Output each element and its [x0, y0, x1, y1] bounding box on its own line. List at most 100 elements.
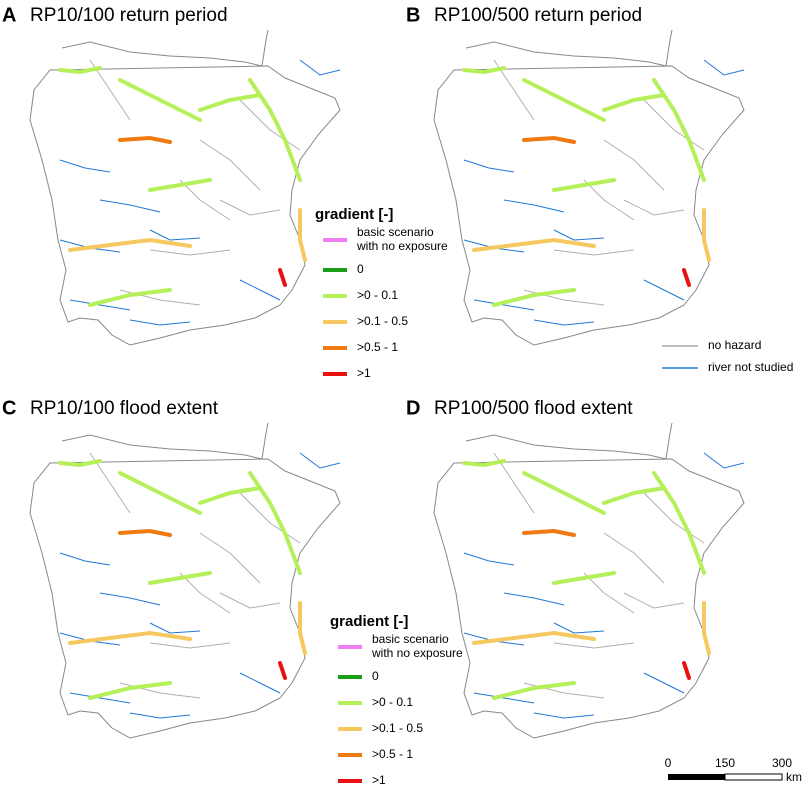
- legend-label: >0.1 - 0.5: [357, 314, 408, 328]
- river-not-studied: [129, 712, 191, 719]
- legend-label: 0: [357, 262, 364, 276]
- legend-label: >1: [357, 366, 371, 380]
- river-gradient: [148, 571, 212, 585]
- river-not-studied: [59, 159, 111, 173]
- river-not-studied: [99, 592, 161, 606]
- map-panel: B RP100/500 return period: [406, 4, 745, 346]
- legend-label: >0.1 - 0.5: [372, 721, 423, 735]
- river-not-studied: [59, 552, 111, 566]
- river-gradient: [602, 486, 666, 505]
- river-not-studied: [99, 199, 161, 213]
- river-gradient: [552, 178, 616, 192]
- river-gradient: [118, 78, 202, 122]
- river-gradient: [278, 661, 287, 680]
- river-not-studied: [129, 319, 191, 326]
- map-panel: D RP100/500 flood extent: [406, 397, 745, 739]
- river-not-studied: [463, 159, 515, 173]
- scale-label: 300: [772, 756, 792, 770]
- legend-label: >0.5 - 1: [357, 340, 398, 354]
- river-no-hazard: [603, 532, 665, 584]
- river-gradient: [118, 471, 202, 515]
- river-not-studied: [553, 229, 605, 241]
- river-gradient: [702, 601, 711, 655]
- river-gradient: [462, 66, 506, 75]
- river-no-hazard: [199, 532, 261, 584]
- river-not-studied: [503, 199, 565, 213]
- panel-title: RP100/500 return period: [434, 5, 642, 26]
- river-gradient: [198, 93, 262, 112]
- river-no-hazard: [643, 99, 705, 151]
- panel-title: RP100/500 flood extent: [434, 398, 633, 419]
- river-not-studied: [503, 592, 565, 606]
- river-gradient: [298, 208, 307, 262]
- river-no-hazard: [583, 572, 635, 614]
- river-no-hazard: [219, 592, 281, 609]
- scale-label: 150: [715, 756, 735, 770]
- panel-letter: B: [406, 4, 420, 26]
- panel-letter: C: [2, 397, 16, 419]
- river-no-hazard: [239, 492, 301, 544]
- scale-label: 0: [665, 756, 672, 770]
- river-gradient: [58, 66, 102, 75]
- river-not-studied: [643, 672, 685, 694]
- river-gradient: [68, 630, 192, 645]
- river-gradient: [522, 135, 576, 144]
- river-gradient: [552, 571, 616, 585]
- legend-label: with no exposure: [356, 239, 448, 253]
- river-no-hazard: [149, 249, 231, 256]
- legend-label: >1: [372, 773, 386, 787]
- river-not-studied: [69, 299, 131, 311]
- river-gradient: [118, 135, 172, 144]
- river-gradient: [522, 78, 606, 122]
- panel-letter: A: [2, 4, 16, 26]
- river-gradient: [88, 681, 172, 700]
- coastline: [433, 422, 745, 739]
- river-no-hazard: [219, 199, 281, 216]
- legend-label: >0 - 0.1: [372, 695, 413, 709]
- legend-title: gradient [-]: [315, 206, 393, 223]
- river-not-studied: [149, 622, 201, 634]
- river-not-studied: [533, 712, 595, 719]
- river-no-hazard: [553, 249, 635, 256]
- coastline: [433, 29, 745, 346]
- legend-label: river not studied: [708, 360, 793, 374]
- scale-bar: [668, 774, 725, 780]
- river-not-studied: [703, 59, 745, 76]
- coastline: [29, 29, 341, 346]
- river-not-studied: [299, 452, 341, 469]
- river-no-hazard: [553, 642, 635, 649]
- river-gradient: [198, 486, 262, 505]
- river-not-studied: [473, 299, 535, 311]
- river-not-studied: [463, 552, 515, 566]
- river-gradient: [118, 528, 172, 537]
- river-gradient: [602, 93, 666, 112]
- panel-title: RP10/100 return period: [30, 5, 228, 26]
- panel-letter: D: [406, 397, 420, 419]
- scale-unit: km: [786, 770, 802, 784]
- river-not-studied: [643, 279, 685, 301]
- river-gradient: [492, 681, 576, 700]
- river-gradient: [68, 237, 192, 252]
- river-gradient: [522, 471, 606, 515]
- river-gradient: [522, 528, 576, 537]
- river-not-studied: [553, 622, 605, 634]
- river-not-studied: [703, 452, 745, 469]
- river-not-studied: [239, 672, 281, 694]
- legend-title: gradient [-]: [330, 613, 408, 630]
- river-no-hazard: [623, 592, 685, 609]
- river-no-hazard: [199, 139, 261, 191]
- river-gradient: [58, 459, 102, 468]
- river-no-hazard: [149, 642, 231, 649]
- river-no-hazard: [179, 572, 231, 614]
- river-not-studied: [533, 319, 595, 326]
- map-panel: A RP10/100 return period: [2, 4, 341, 346]
- river-gradient: [682, 268, 691, 287]
- coastline: [29, 422, 341, 739]
- river-gradient: [472, 237, 596, 252]
- river-gradient: [682, 661, 691, 680]
- river-gradient: [278, 268, 287, 287]
- legend-label: >0.5 - 1: [372, 747, 413, 761]
- scale-bar: [724, 773, 783, 781]
- river-not-studied: [149, 229, 201, 241]
- river-not-studied: [239, 279, 281, 301]
